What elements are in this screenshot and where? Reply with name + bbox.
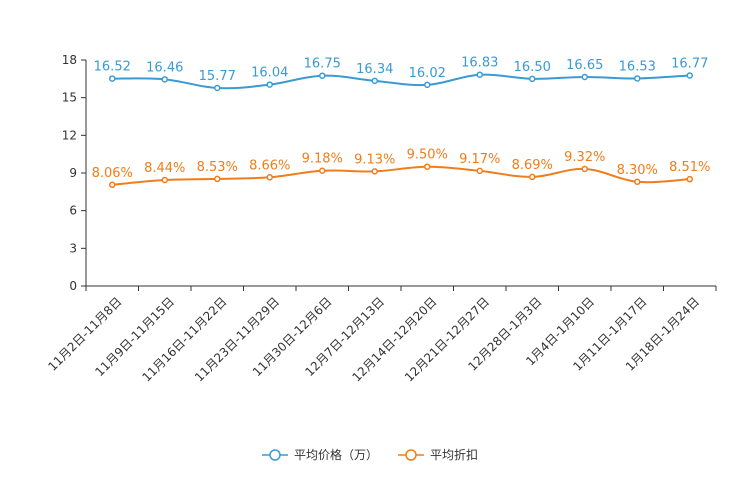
legend-item-avg-discount[interactable]: 平均折扣 [398, 447, 478, 462]
legend-label: 平均折扣 [430, 447, 478, 462]
data-point [109, 75, 116, 82]
data-label: 16.02 [409, 66, 446, 81]
data-label: 15.77 [199, 69, 236, 84]
data-label: 16.75 [304, 57, 341, 72]
data-label: 16.52 [94, 60, 131, 75]
data-label: 16.04 [251, 66, 288, 81]
legend-item-avg-price[interactable]: 平均价格（万） [262, 447, 378, 462]
data-point [529, 75, 536, 83]
y-tick-label: 18 [62, 53, 77, 67]
data-point [634, 75, 641, 82]
data-label: 8.53% [197, 160, 238, 175]
series-layer: 16.52 16.46 15.77 16.04 16.75 16.34 16.02 16.83… [92, 56, 710, 189]
data-point [476, 167, 483, 175]
data-label: 16.34 [356, 62, 393, 77]
legend-marker-icon [405, 449, 417, 461]
data-point [319, 72, 326, 79]
data-point [319, 167, 326, 174]
data-point [581, 73, 588, 81]
data-label: 8.30% [617, 163, 658, 178]
data-point [476, 71, 483, 78]
axes: 036912151811月2日-11月8日11月9日-11月15日11月16日-… [45, 53, 717, 385]
data-label: 9.18% [302, 152, 343, 167]
data-point [371, 77, 378, 85]
data-point [529, 173, 536, 181]
data-point [371, 168, 378, 175]
data-point [161, 76, 168, 83]
series-avg-price: 16.52 16.46 15.77 16.04 16.75 16.34 16.02 16.83… [94, 56, 708, 92]
data-point [161, 176, 168, 184]
data-label: 16.46 [146, 60, 183, 75]
data-point [266, 174, 273, 181]
y-tick-label: 0 [69, 279, 77, 293]
data-label: 8.44% [144, 161, 185, 176]
data-label: 16.77 [671, 56, 708, 71]
data-point [424, 163, 431, 170]
data-label: 8.69% [512, 158, 553, 173]
data-label: 9.17% [459, 152, 500, 167]
legend: 平均价格（万） 平均折扣 [262, 447, 478, 462]
series-line [112, 165, 690, 186]
legend-marker-icon [269, 449, 281, 461]
y-tick-label: 9 [69, 166, 77, 180]
legend-label: 平均价格（万） [294, 447, 378, 462]
data-label: 8.66% [249, 158, 290, 173]
data-label: 16.65 [566, 58, 603, 73]
data-point [686, 72, 693, 79]
series-line [112, 73, 690, 90]
data-label: 16.83 [461, 56, 498, 71]
data-label: 16.50 [514, 60, 551, 75]
data-label: 8.51% [669, 160, 710, 175]
data-point [214, 84, 221, 92]
data-point [424, 81, 431, 89]
data-label: 9.50% [407, 148, 448, 163]
y-tick-label: 12 [62, 128, 77, 142]
data-point [686, 175, 693, 183]
data-label: 9.32% [564, 150, 605, 165]
data-point [214, 175, 221, 183]
data-point [109, 181, 116, 189]
data-label: 9.13% [354, 152, 395, 167]
data-label: 8.06% [92, 166, 133, 181]
series-avg-discount: 8.06% 8.44% 8.53% 8.66% 9.18% 9.13% 9.50% 9.17%… [92, 148, 710, 189]
data-label: 16.53 [619, 59, 656, 74]
y-tick-label: 6 [69, 204, 77, 218]
data-point [634, 178, 641, 186]
y-tick-label: 3 [69, 241, 77, 255]
data-point [266, 81, 273, 88]
y-tick-label: 15 [62, 91, 77, 105]
data-point [581, 165, 588, 173]
